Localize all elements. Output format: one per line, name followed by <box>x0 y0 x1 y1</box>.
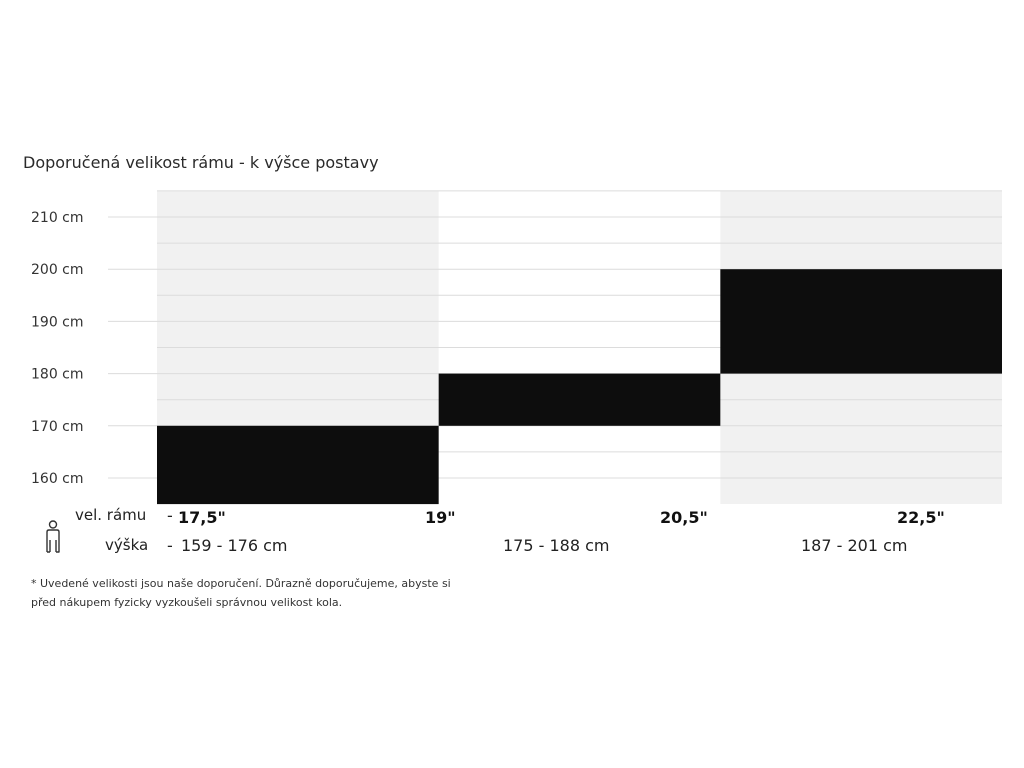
size-label-3: 22,5" <box>897 508 945 527</box>
size-label-2: 20,5" <box>660 508 708 527</box>
chart-title: Doporučená velikost rámu - k výšce posta… <box>23 153 379 172</box>
footnote-line-1: * Uvedené velikosti jsou naše doporučení… <box>31 577 451 590</box>
bar-0 <box>157 425 439 505</box>
y-tick-label: 200 cm <box>31 262 84 278</box>
size-row-label: vel. rámu <box>75 506 147 524</box>
height-range-2: 187 - 201 cm <box>801 536 908 555</box>
y-tick-label: 170 cm <box>31 419 84 435</box>
height-range-1: 175 - 188 cm <box>503 536 610 555</box>
height-range-0: 159 - 176 cm <box>181 536 288 555</box>
dash-mark: - <box>167 506 173 525</box>
y-tick-label: 210 cm <box>31 210 84 226</box>
tick-layer: 160 cm 170 cm 180 cm 190 cm 200 cm 210 cm <box>31 210 84 487</box>
bar-1 <box>438 373 721 426</box>
y-tick-label: 180 cm <box>31 367 84 383</box>
bar-2 <box>720 269 1002 374</box>
y-tick-label: 190 cm <box>31 314 84 330</box>
person-icon <box>44 520 62 558</box>
dash-mark: - <box>167 536 173 555</box>
bar-layer <box>157 269 1002 505</box>
y-tick-label: 160 cm <box>31 471 84 487</box>
height-row-label: výška <box>105 536 149 554</box>
size-label-1: 19" <box>425 508 456 527</box>
size-label-0: 17,5" <box>178 508 226 527</box>
footnote-line-2: před nákupem fyzicky vyzkoušeli správnou… <box>31 596 343 609</box>
